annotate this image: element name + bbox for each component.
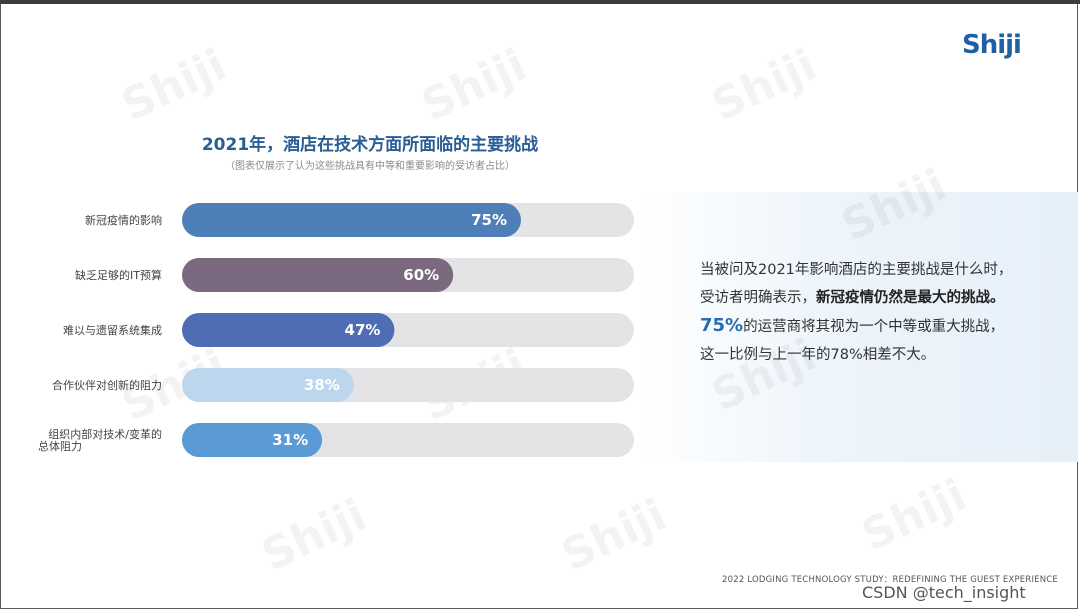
bar: [182, 423, 323, 457]
category-label: 合作伙伴对创新的阻力: [52, 378, 162, 392]
description-line-1: 当被问及2021年影响酒店的主要挑战是什么时，: [700, 262, 1013, 278]
top-bar: [0, 0, 1080, 4]
bar: [182, 368, 354, 402]
bar-value-label: 60%: [403, 266, 439, 284]
description-line-3-plain: 的运营商将其视为一个中等或重大挑战，: [743, 319, 1005, 335]
bar-value-label: 38%: [304, 376, 340, 394]
description-line-4: 这一比例与上一年的78%相差不大。: [700, 347, 936, 363]
description-line-3: 75%的运营商将其视为一个中等或重大挑战，: [700, 312, 1070, 341]
bar-chart: 75% 新冠疫情的影响 60% 缺乏足够的IT预算 47% 难以与遗留系统集成 38% 合作伙…: [38, 203, 634, 457]
chart-title: 2021年，酒店在技术方面所面临的主要挑战: [201, 135, 539, 155]
description-line-2-highlight: 新冠疫情仍然是最大的挑战。: [816, 290, 1005, 306]
shiji-logo: Shiji: [962, 30, 1022, 60]
footer-study-title: 2022 LODGING TECHNOLOGY STUDY：REDEFINING…: [722, 575, 1059, 585]
category-label: 组织内部对技术/变革的: [48, 427, 162, 441]
bar-value-label: 75%: [471, 211, 507, 229]
bar: [182, 313, 395, 347]
description-line-2: 受访者明确表示，新冠疫情仍然是最大的挑战。: [700, 284, 1070, 312]
csdn-watermark: CSDN @tech_insight: [862, 583, 1026, 602]
bar-value-label: 47%: [345, 321, 381, 339]
description-text: 当被问及2021年影响酒店的主要挑战是什么时， 受访者明确表示，新冠疫情仍然是最…: [700, 256, 1070, 369]
category-label: 总体阻力: [38, 439, 82, 453]
bar: [182, 203, 521, 237]
description-line-2-plain: 受访者明确表示，: [700, 290, 816, 306]
bar: [182, 258, 454, 292]
category-label: 难以与遗留系统集成: [63, 323, 162, 337]
description-panel-background: [640, 192, 1078, 462]
category-label: 新冠疫情的影响: [85, 213, 162, 227]
description-percentage: 75%: [700, 315, 744, 336]
category-label: 缺乏足够的IT预算: [75, 268, 162, 282]
chart-subtitle: （图表仅展示了认为这些挑战具有中等和重要影响的受访者占比）: [225, 161, 515, 172]
bar-value-label: 31%: [272, 431, 308, 449]
